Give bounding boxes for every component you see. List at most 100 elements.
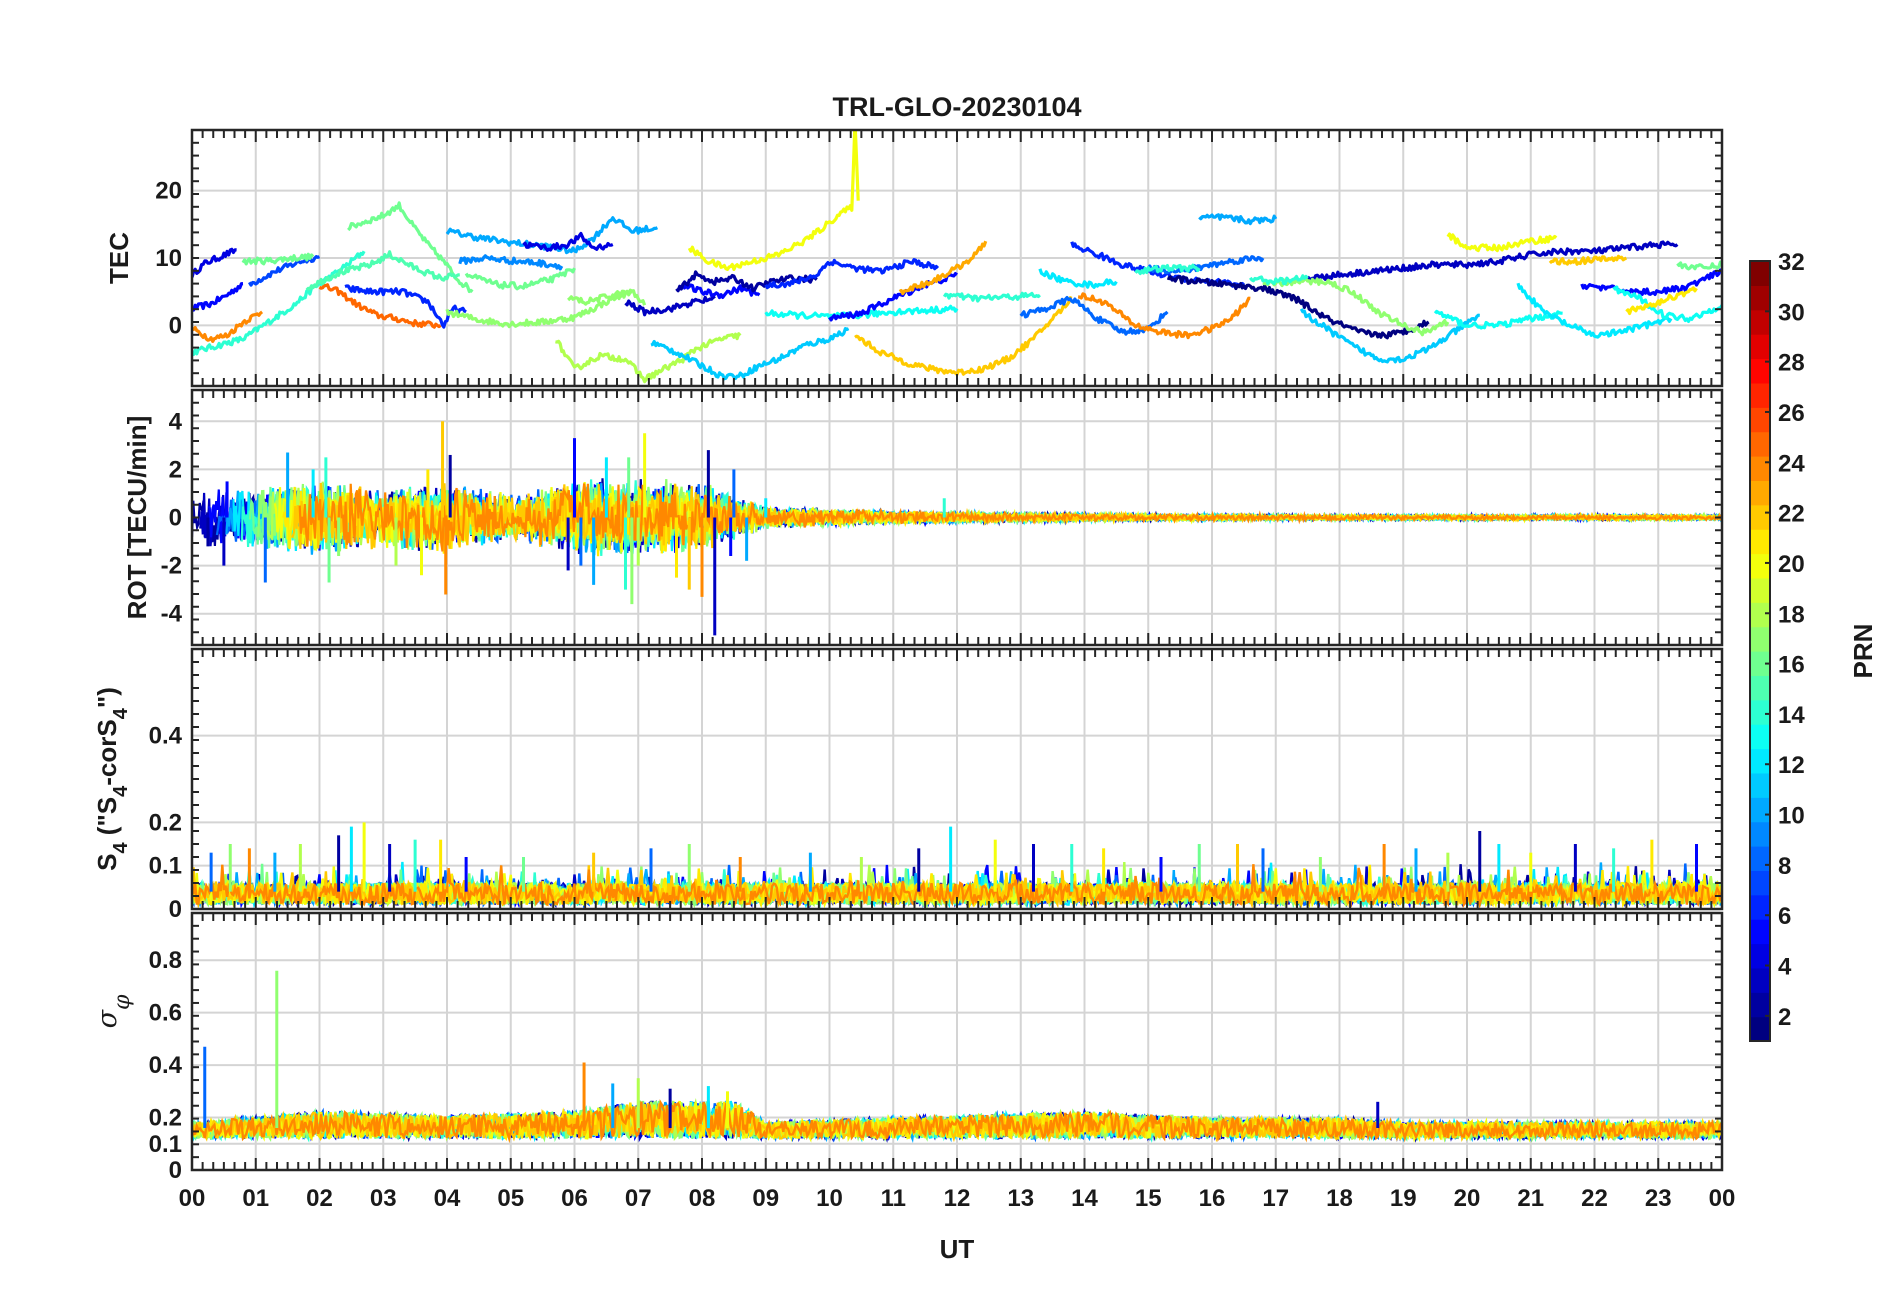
- series-line-prn-22: [1548, 254, 1628, 266]
- colorbar-tick-label: 24: [1778, 450, 1805, 477]
- label-part: ): [92, 687, 122, 696]
- y-tick-label: 2: [169, 456, 182, 483]
- series-line-prn-18: [555, 332, 742, 384]
- x-tick-label: 00: [179, 1185, 206, 1212]
- x-tick-label: 13: [1007, 1185, 1034, 1212]
- series-line-prn-24: [192, 1099, 1722, 1144]
- data-sigma: [192, 970, 1722, 1144]
- x-axis-label: UT: [940, 1234, 975, 1264]
- series-line-prn-9: [458, 254, 564, 271]
- x-tick-label: 08: [689, 1185, 716, 1212]
- colorbar-segment: [1750, 748, 1770, 774]
- colorbar-segment: [1750, 334, 1770, 360]
- series-line-prn-10: [1198, 213, 1278, 226]
- axes-frame-tec: [190, 128, 1724, 388]
- series-line-prn-8: [1146, 255, 1265, 275]
- series-line-prn-3: [1306, 240, 1679, 283]
- subscript: φ: [110, 994, 135, 1010]
- colorbar-segment: [1750, 407, 1770, 433]
- colorbar-segment: [1750, 943, 1770, 969]
- label-part: o: [92, 747, 122, 763]
- y-tick-label: 0.2: [149, 809, 182, 836]
- y-axis-label-tec: TEC: [104, 232, 134, 284]
- x-tick-label: 16: [1199, 1185, 1226, 1212]
- y-tick-label: 0.6: [149, 1000, 182, 1027]
- colorbar-segment: [1750, 529, 1770, 555]
- y-tick-label: 0.1: [149, 853, 182, 880]
- colorbar-label: PRN: [1848, 624, 1878, 679]
- y-tick-label: 4: [169, 408, 183, 435]
- x-tick-label: 14: [1071, 1185, 1098, 1212]
- colorbar-segment: [1750, 553, 1770, 579]
- colorbar-segment: [1750, 919, 1770, 945]
- x-tick-label: 02: [306, 1185, 333, 1212]
- series-line-prn-16: [241, 252, 315, 266]
- y-tick-label: 0.4: [149, 723, 183, 750]
- colorbar-segment: [1750, 431, 1770, 457]
- colorbar-segment: [1750, 261, 1770, 286]
- series-line-prn-8: [1019, 296, 1169, 336]
- label-part: (: [92, 826, 122, 835]
- colorbar-tick-label: 14: [1778, 702, 1805, 729]
- colorbar-segment: [1750, 870, 1770, 896]
- colorbar-tick-label: 16: [1778, 652, 1805, 679]
- colorbar-segment: [1750, 821, 1770, 847]
- x-tick-label: 10: [816, 1185, 843, 1212]
- x-tick-label: 21: [1517, 1185, 1544, 1212]
- colorbar-tick-label: 12: [1778, 752, 1805, 779]
- colorbar-tick-label: 10: [1778, 803, 1805, 830]
- colorbar-segment: [1750, 456, 1770, 481]
- colorbar-segment: [1750, 1016, 1770, 1042]
- label-part: S: [92, 854, 122, 871]
- panel-sigma: 00.10.2 0.4 0.6 0.8 σφ: [92, 911, 1724, 1184]
- colorbar-frame: [1749, 260, 1771, 1042]
- colorbar-segment: [1750, 382, 1770, 408]
- x-tick-label: 15: [1135, 1185, 1162, 1212]
- colorbar-tick-label: 32: [1778, 249, 1805, 276]
- y-tick-label: 0.2: [149, 1105, 182, 1132]
- panel-s4: 00.10.20.4S4 ("S4-corS4"): [92, 647, 1724, 923]
- series-line-prn-20: [1446, 232, 1558, 253]
- series-line-prn-23: [898, 240, 988, 296]
- y-tick-label: 0: [169, 1157, 182, 1184]
- colorbar-segment: [1750, 309, 1770, 335]
- series-line-prn-14: [192, 250, 366, 356]
- y-tick-label: -2: [161, 553, 182, 580]
- series-line-prn-17: [567, 288, 647, 306]
- x-tick-label: 19: [1390, 1185, 1417, 1212]
- series-line-prn-11: [650, 327, 850, 381]
- series-line-prn-1: [1166, 275, 1430, 340]
- y-axis-label-sigma: σφ: [92, 994, 135, 1028]
- y-tick-label: 20: [155, 178, 182, 205]
- subscript: 4: [110, 785, 132, 797]
- series-line-prn-17: [1262, 277, 1450, 337]
- series-line-prn-12: [1038, 268, 1118, 289]
- y-axis-label-rot: ROT [TECU/min]: [122, 416, 152, 620]
- chart-title: TRL-GLO-20230104: [832, 92, 1081, 122]
- y-tick-labels-tec: 0 10 20: [155, 178, 182, 340]
- series-line-prn-16: [1676, 260, 1722, 271]
- axes-frame-s4: [190, 647, 1724, 911]
- y-tick-label: 0: [169, 505, 182, 532]
- y-tick-label: 0.1: [149, 1131, 182, 1158]
- y-tick-labels-s4: 0 0.1 0.2 0.4: [149, 723, 183, 923]
- colorbar-tick-label: 30: [1778, 299, 1805, 326]
- colorbar-segment: [1750, 724, 1770, 750]
- series-line-prn-24: [1077, 292, 1251, 340]
- series-line-prn-11: [1299, 308, 1480, 364]
- axes-frame-sigma: [190, 911, 1724, 1172]
- series-line-prn-15: [305, 250, 460, 292]
- label-part: S: [92, 719, 122, 736]
- panel-tec: 0 10 20 TEC: [104, 128, 1724, 388]
- ticks-rot: [191, 389, 1723, 646]
- colorbar-segment: [1750, 626, 1770, 652]
- label-part: ": [92, 696, 122, 708]
- x-tick-label: 12: [944, 1185, 971, 1212]
- colorbar-tick-label: 6: [1778, 903, 1791, 930]
- colorbar-tick-label: 26: [1778, 400, 1805, 427]
- colorbar-segment: [1750, 602, 1770, 628]
- label-part: S: [92, 797, 122, 814]
